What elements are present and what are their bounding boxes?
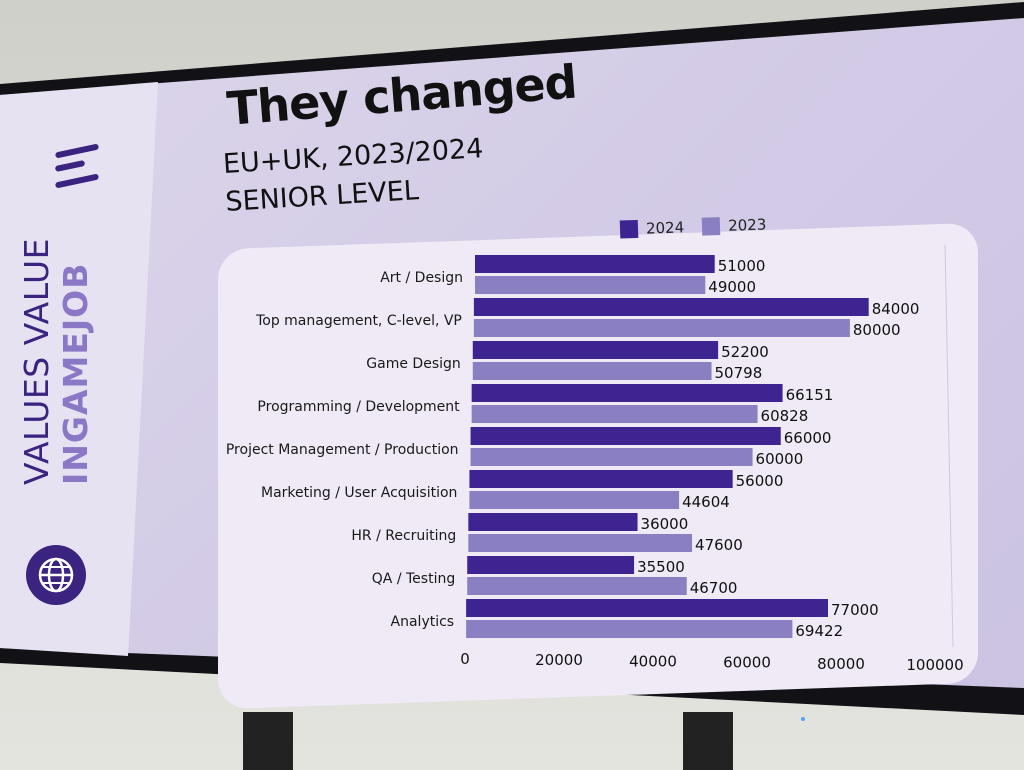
bar-2024 <box>472 341 719 359</box>
data-label-2023: 49000 <box>708 278 756 296</box>
data-label-2023: 60828 <box>761 407 809 425</box>
x-tick-label: 80000 <box>817 655 865 673</box>
data-label-2024: 66151 <box>786 386 834 404</box>
data-label-2023: 44604 <box>682 493 730 511</box>
bar-2023 <box>466 620 793 638</box>
bar-2023 <box>472 362 712 380</box>
monitor-stand-left <box>243 712 293 770</box>
data-label-2024: 77000 <box>831 601 879 619</box>
bar-2024 <box>475 255 715 273</box>
x-tick-label: 20000 <box>535 651 583 669</box>
data-label-2023: 60000 <box>756 450 804 468</box>
bar-2023 <box>473 319 850 337</box>
bar-2024 <box>466 599 829 617</box>
category-label: Project Management / Production <box>226 442 459 458</box>
data-label-2024: 51000 <box>718 257 766 275</box>
bar-2023 <box>470 448 753 466</box>
category-label: QA / Testing <box>372 571 455 587</box>
category-label: Art / Design <box>380 270 463 286</box>
data-label-2024: 35500 <box>637 558 685 576</box>
x-tick-label: 100000 <box>906 656 963 674</box>
grid-line-max <box>944 244 954 648</box>
bar-2024 <box>467 556 635 574</box>
data-label-2024: 56000 <box>736 472 784 490</box>
bar-2023 <box>467 577 687 595</box>
bar-2023 <box>475 276 706 294</box>
data-label-2023: 46700 <box>690 579 738 597</box>
x-tick-label: 0 <box>460 650 470 668</box>
bar-2024 <box>469 470 733 488</box>
data-label-2024: 66000 <box>784 429 832 447</box>
category-label: Top management, C-level, VP <box>255 313 462 329</box>
bar-2024 <box>471 384 783 402</box>
x-tick-label: 60000 <box>723 654 771 672</box>
monitor-stand-right <box>683 712 733 770</box>
bar-2023 <box>471 405 758 423</box>
globe-icon <box>26 545 86 605</box>
data-label-2023: 69422 <box>795 622 843 640</box>
bar-2024 <box>473 298 869 316</box>
data-label-2023: 50798 <box>715 364 763 382</box>
data-label-2024: 84000 <box>872 300 920 318</box>
x-tick-label: 40000 <box>629 652 677 670</box>
data-label-2023: 47600 <box>695 536 743 554</box>
bar-2023 <box>468 534 693 552</box>
data-label-2024: 52200 <box>721 343 769 361</box>
data-label-2024: 36000 <box>641 515 689 533</box>
power-led <box>801 717 805 721</box>
category-label: Analytics <box>391 614 455 630</box>
bar-2024 <box>468 513 638 531</box>
category-label: HR / Recruiting <box>351 528 456 544</box>
category-label: Marketing / User Acquisition <box>261 485 457 501</box>
bar-2023 <box>469 491 680 509</box>
category-label: Programming / Development <box>257 399 460 415</box>
data-label-2023: 80000 <box>853 321 901 339</box>
category-label: Game Design <box>366 356 460 372</box>
bar-2024 <box>470 427 781 445</box>
